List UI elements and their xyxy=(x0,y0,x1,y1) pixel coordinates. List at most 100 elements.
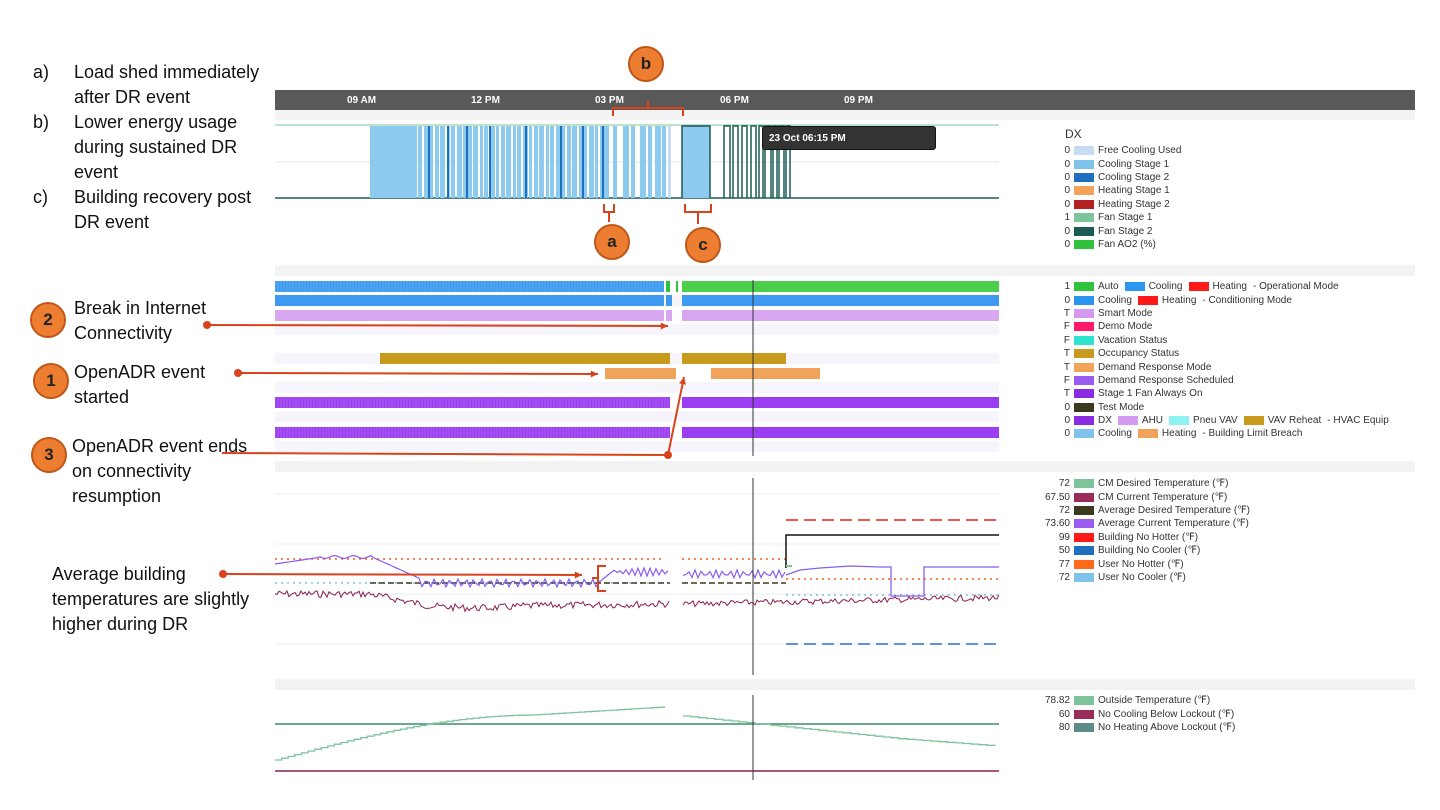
free-cooling-stripe xyxy=(668,126,671,198)
cooling-stripe xyxy=(468,126,472,198)
legend-value: T xyxy=(1063,348,1070,360)
legend-swatch xyxy=(1074,505,1094,515)
cooling-stripe xyxy=(517,126,521,198)
legend-row: 80 No Heating Above Lockout (℉) xyxy=(1030,721,1241,734)
legend-label: Heating xyxy=(1212,281,1247,293)
conditioning-cooling-bar xyxy=(666,295,672,306)
cm-current-line xyxy=(682,594,1000,608)
cooling-stripe xyxy=(648,126,652,198)
legend-swatch xyxy=(1074,722,1094,732)
legend-label: No Heating Above Lockout (℉) xyxy=(1098,721,1236,733)
legend-value: 0 xyxy=(1064,428,1070,440)
cooling-stripe xyxy=(457,126,462,198)
cooling-stripe xyxy=(595,126,598,198)
cooling-stage2-stripe xyxy=(428,126,430,198)
operational-auto-bar xyxy=(676,281,678,292)
legend-value: T xyxy=(1063,361,1070,373)
cooling-stage2-stripe xyxy=(582,126,584,198)
avg-bracket xyxy=(592,565,606,592)
legend-row: F Demo Mode xyxy=(1030,320,1395,333)
legend-swatch xyxy=(1124,282,1145,292)
legend-value: 0 xyxy=(1064,225,1070,237)
time-tick: 06 PM xyxy=(720,95,749,106)
cooling-stripe xyxy=(480,126,483,198)
legend-label: CM Current Temperature (℉) xyxy=(1098,491,1228,503)
legend-swatch xyxy=(1169,416,1190,426)
legend-value: F xyxy=(1063,334,1070,346)
legend-row: 77 User No Hotter (℉) xyxy=(1030,557,1256,570)
legend-label: Cooling Stage 1 xyxy=(1098,158,1170,170)
conditioning-cooling-bar xyxy=(682,295,999,306)
marker-b-badge: b xyxy=(628,46,664,82)
cooling-stripe xyxy=(603,126,609,198)
arrow-connectivity-break-head xyxy=(660,322,668,330)
legend-swatch xyxy=(1074,213,1094,223)
cooling-stripe xyxy=(473,126,478,198)
legend-swatch xyxy=(1074,362,1094,372)
cooling-stripe xyxy=(496,126,499,198)
annotation-b: b) Lower energy usage during sustained D… xyxy=(33,112,238,182)
hvac-equip-bar xyxy=(682,427,999,438)
cooling-stripe xyxy=(513,126,516,198)
legend-label: Outside Temperature (℉) xyxy=(1098,695,1211,707)
legend-value: 0 xyxy=(1064,158,1070,170)
legend-label: Pneu VAV xyxy=(1193,415,1238,427)
fan-pulse xyxy=(741,125,748,198)
legend-suffix: - Building Limit Breach xyxy=(1202,428,1303,440)
legend-value: 0 xyxy=(1064,185,1070,197)
time-tick: 03 PM xyxy=(595,95,624,106)
bracket-a xyxy=(603,204,615,222)
time-tick: 12 PM xyxy=(471,95,500,106)
legend-label: Fan AO2 (%) xyxy=(1098,238,1156,250)
legend-swatch xyxy=(1074,335,1094,345)
cooling-stripe xyxy=(572,126,577,198)
legend-label: Stage 1 Fan Always On xyxy=(1098,388,1203,400)
annotation-arrows xyxy=(203,100,712,592)
cooling-stripe xyxy=(579,126,582,198)
legend-label: Demo Mode xyxy=(1098,321,1153,333)
legend-swatch xyxy=(1074,519,1094,529)
legend-row: 0 Cooling Heating - Building Limit Breach xyxy=(1030,427,1395,440)
legend-value: 72 xyxy=(1058,478,1070,490)
operational-cooling-bar xyxy=(275,281,664,292)
cooling-recovery-block xyxy=(682,126,710,198)
time-tick: 09 PM xyxy=(844,95,873,106)
cooling-stage2-stripe xyxy=(560,126,562,198)
legend-label: Fan Stage 1 xyxy=(1098,212,1153,224)
legend-swatch xyxy=(1074,322,1094,332)
time-axis-bar: 09 AM 12 PM 03 PM 06 PM 09 PM xyxy=(275,90,1415,110)
arrow-avg-temps xyxy=(222,573,583,576)
mode-row-bg xyxy=(275,382,999,393)
legend-swatch xyxy=(1074,282,1094,292)
annotation-c: c) Building recovery post DR event xyxy=(33,187,252,232)
cooling-stripe xyxy=(506,126,511,198)
legend-label: Demand Response Scheduled xyxy=(1098,374,1234,386)
cooling-stripe xyxy=(490,126,495,198)
legend-label: No Cooling Below Lockout (℉) xyxy=(1098,708,1235,720)
legend-swatch xyxy=(1074,186,1094,196)
dx-legend-title: DX xyxy=(1065,127,1082,141)
fan-always-on-bar xyxy=(275,397,670,408)
cooling-stripe xyxy=(662,126,666,198)
legend-swatch xyxy=(1074,572,1094,582)
legend-value: 72 xyxy=(1058,504,1070,516)
fan-pulse xyxy=(750,125,757,198)
cooling-stripe xyxy=(451,126,455,198)
legend-label: Heating xyxy=(1161,294,1197,306)
legend-value: 80 xyxy=(1058,721,1070,733)
legend-swatch xyxy=(1074,559,1094,569)
arrow-connectivity-break xyxy=(206,324,669,327)
cooling-block xyxy=(370,126,414,198)
legend-row: 50 Building No Cooler (℉) xyxy=(1030,544,1256,557)
operational-auto-bar xyxy=(682,281,999,292)
legend-label: Free Cooling Used xyxy=(1098,145,1182,157)
avg-current-line xyxy=(274,554,669,589)
cooling-stripe xyxy=(501,126,505,198)
legend-value: 77 xyxy=(1058,558,1070,570)
legend-swatch xyxy=(1074,295,1094,305)
dx-status-chart xyxy=(275,124,999,199)
cooling-stripe xyxy=(640,126,646,198)
legend-row: 67.50 CM Current Temperature (℉) xyxy=(1030,490,1256,503)
fan-pulse xyxy=(723,125,731,198)
